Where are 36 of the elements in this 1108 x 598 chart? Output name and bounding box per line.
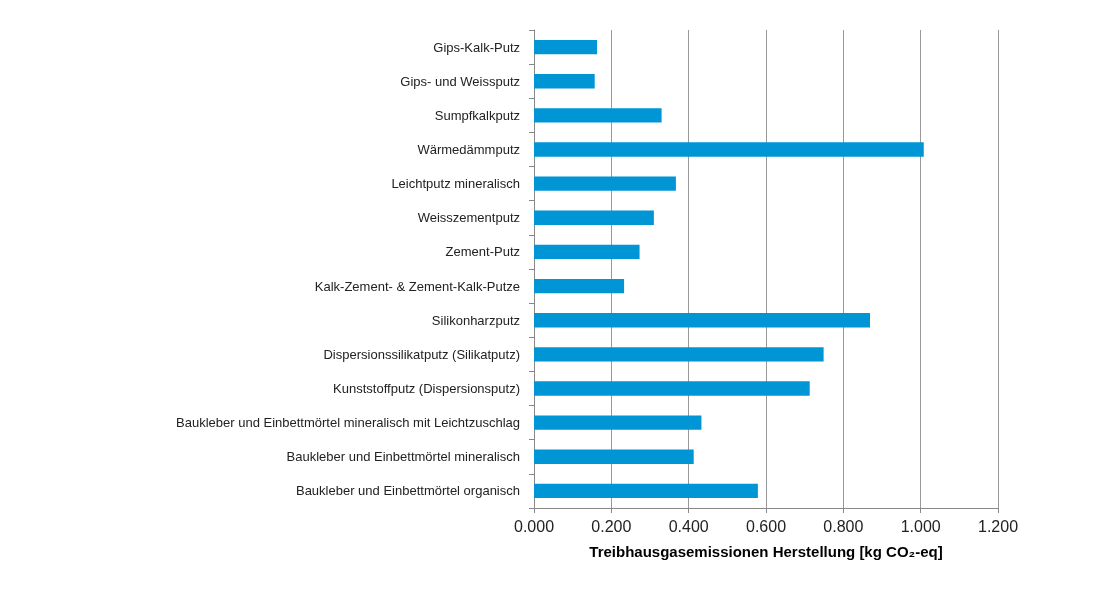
x-axis-title: Treibhausgasemissionen Herstellung [kg CO₂-eq]: [589, 543, 943, 560]
bar: [534, 39, 598, 55]
y-tick-label: Leichtputz mineralisch: [391, 176, 520, 192]
y-tick-label: Baukleber und Einbettmörtel mineralisch: [286, 449, 520, 465]
y-tick-label: Silikonharzputz: [431, 312, 520, 328]
x-tick-label: 0.200: [591, 517, 632, 535]
bar: [534, 142, 924, 157]
x-tick-label: 0.000: [513, 517, 555, 535]
bar: [534, 347, 824, 362]
y-tick-label: Zement-Putz: [445, 244, 520, 260]
y-tick-label: Baukleber und Einbettmörtel mineralisch mit Leichtzuschlag: [176, 415, 520, 431]
bar: [534, 483, 758, 499]
bar: [534, 449, 694, 464]
bar: [534, 313, 871, 328]
y-tick-label: Gips-Kalk-Putz: [433, 39, 520, 55]
y-tick-label: Gips- und Weissputz: [400, 73, 520, 89]
bar: [534, 74, 595, 89]
bar: [534, 244, 640, 260]
bar: [534, 108, 662, 123]
bar: [534, 176, 676, 191]
bar: [534, 415, 702, 430]
bar: [534, 210, 654, 225]
y-tick-label: Wärmedämmputz: [417, 142, 520, 157]
y-tick-label: Kalk-Zement- & Zement-Kalk-Putze: [314, 278, 520, 294]
y-tick-label: Sumpfkalkputz: [434, 107, 520, 123]
bar: [534, 278, 625, 294]
x-tick-label: 0.600: [745, 517, 787, 535]
y-tick-label: Baukleber und Einbettmörtel organisch: [295, 483, 520, 499]
x-tick-label: 0.800: [823, 517, 864, 535]
bar: [534, 381, 810, 396]
x-tick-label: 1.000: [900, 517, 941, 535]
y-tick-label: Kunststoffputz (Dispersionsputz): [333, 381, 520, 396]
x-tick-label: 1.200: [977, 517, 1019, 535]
y-tick-label: Weisszementputz: [417, 210, 520, 226]
x-tick-label: 0.400: [668, 517, 709, 535]
y-tick-label: Dispersionssilikatputz (Silikatputz): [323, 346, 520, 362]
